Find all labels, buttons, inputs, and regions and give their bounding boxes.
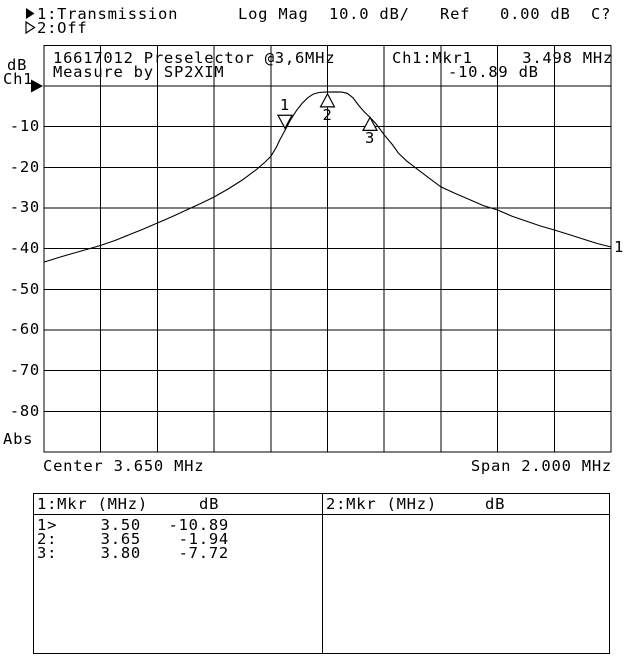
marker-row-id: 1> [37, 516, 58, 534]
calibration-status: C? [591, 5, 612, 23]
marker1-number-label: 1 [279, 96, 291, 114]
marker2-symbol-icon [319, 92, 336, 108]
marker-table-header-rule [34, 514, 609, 515]
marker-table: 1:Mkr (MHz) dB 2:Mkr (MHz) dB 1> 3.50 -10.… [33, 493, 610, 654]
ch1-format-label: Log Mag [238, 5, 309, 23]
y-tick-label: -20 [9, 158, 40, 176]
marker-row-id: 3: [37, 544, 58, 562]
marker-table2-unit: dB [485, 495, 506, 513]
marker-table1-unit: dB [199, 495, 220, 513]
y-tick-label: -60 [9, 320, 40, 338]
y-tick-label: -10 [9, 117, 40, 135]
marker-row-db: -7.72 [178, 544, 229, 562]
y-tick-label: -30 [9, 198, 40, 216]
y-tick-label: -40 [9, 239, 40, 257]
plot-title-line2: Measure by SP2XIM [53, 63, 225, 81]
marker3-symbol-icon [362, 116, 379, 131]
y-tick-label: -70 [9, 361, 40, 379]
ref-level-arrow-icon [31, 79, 43, 93]
marker1-symbol-icon [276, 114, 293, 130]
marker-table1-header: 1:Mkr (MHz) [37, 495, 148, 513]
marker-table2-header: 2:Mkr (MHz) [326, 495, 437, 513]
marker2-number-label: 2 [322, 106, 333, 124]
marker-row-id: 2: [37, 530, 58, 548]
y-axis-unit-label: dB [7, 56, 28, 74]
center-frequency-label: Center 3.650 MHz [43, 457, 205, 475]
marker-table-divider [322, 494, 323, 653]
span-frequency-label: Span 2.000 MHz [470, 457, 612, 475]
ch2-inactive-arrow-icon [25, 20, 36, 35]
ch1-active-arrow-icon [26, 8, 35, 19]
y-tick-label: -50 [9, 280, 40, 298]
marker-row-freq: 3.50 [100, 516, 141, 534]
plot-title-line1: 16617012 Preselector @3,6MHz [53, 49, 336, 67]
marker-row-db: -10.89 [168, 516, 229, 534]
y-axis-abs-label: Abs [3, 430, 34, 448]
marker-readout-channel: Ch1:Mkr1 [392, 49, 473, 67]
marker-readout-level: -10.89 dB [448, 63, 539, 81]
y-axis-channel-label: Ch1 [3, 70, 34, 88]
ch1-scale-value: 10.0 dB/ [329, 5, 410, 23]
ref-label: Ref [440, 5, 471, 23]
ref-value: 0.00 dB [500, 5, 571, 23]
marker-row-freq: 3.80 [100, 544, 141, 562]
ch1-measurement-label: 1:Transmission [37, 5, 179, 23]
y-tick-label: -80 [9, 402, 40, 420]
trace-number-label: 1 [614, 238, 625, 256]
marker3-number-label: 3 [364, 129, 376, 147]
marker-row-db: -1.94 [178, 530, 229, 548]
trace-ch1 [43, 91, 612, 263]
marker-readout-freq: 3.498 MHz [522, 49, 613, 67]
ch2-measurement-label: 2:Off [37, 19, 88, 37]
marker-row-freq: 3.65 [100, 530, 141, 548]
